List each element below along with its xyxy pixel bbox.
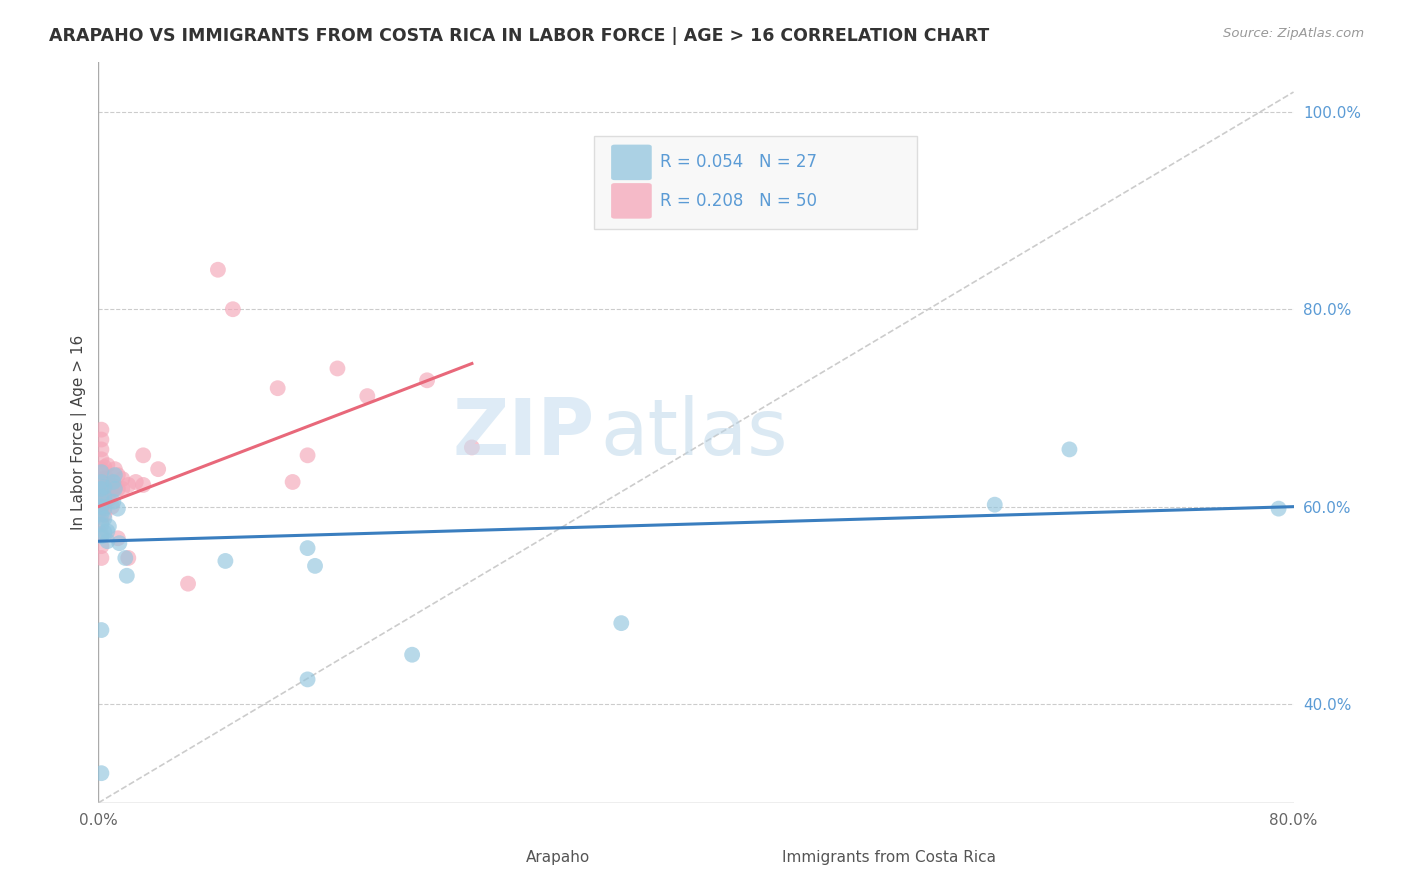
Point <box>111 482 134 496</box>
Y-axis label: In Labor Force | Age > 16: In Labor Force | Age > 16 <box>72 335 87 530</box>
Point <box>90 551 112 566</box>
Point <box>93 490 115 504</box>
Text: Source: ZipAtlas.com: Source: ZipAtlas.com <box>1223 27 1364 40</box>
Point <box>90 452 112 467</box>
Point <box>1059 442 1081 457</box>
Point <box>90 442 112 457</box>
Point <box>214 554 236 568</box>
Point <box>117 478 139 492</box>
Point <box>90 766 112 780</box>
Point <box>148 462 170 476</box>
Point <box>93 501 115 516</box>
Text: R = 0.208   N = 50: R = 0.208 N = 50 <box>661 192 817 210</box>
Point <box>90 500 112 514</box>
Point <box>90 539 112 553</box>
Point <box>108 536 131 550</box>
FancyBboxPatch shape <box>595 136 917 229</box>
Point <box>90 491 112 506</box>
Point <box>114 551 136 566</box>
Point <box>97 519 120 533</box>
Text: Arapaho: Arapaho <box>526 850 591 865</box>
Point <box>90 501 112 516</box>
Point <box>90 433 112 447</box>
Point <box>107 501 129 516</box>
Point <box>104 482 127 496</box>
Point <box>984 498 1007 512</box>
Point <box>90 423 112 437</box>
Point <box>90 472 112 486</box>
Text: atlas: atlas <box>600 394 787 471</box>
Point <box>461 441 484 455</box>
Point <box>96 524 118 539</box>
Point <box>132 478 155 492</box>
Point <box>90 517 112 532</box>
Point <box>304 558 326 573</box>
FancyBboxPatch shape <box>612 145 652 180</box>
Point <box>93 472 115 486</box>
Point <box>90 529 112 543</box>
Point <box>90 462 112 476</box>
Point <box>107 468 129 483</box>
Point <box>297 448 319 462</box>
Point <box>115 568 138 582</box>
Point <box>177 576 200 591</box>
Point <box>97 491 120 506</box>
FancyBboxPatch shape <box>612 183 652 219</box>
Text: Immigrants from Costa Rica: Immigrants from Costa Rica <box>782 850 995 865</box>
Point <box>104 468 127 483</box>
Point <box>93 482 115 496</box>
Point <box>90 490 112 504</box>
Point <box>222 302 245 317</box>
Point <box>90 527 112 541</box>
Point <box>90 482 112 496</box>
Point <box>297 673 319 687</box>
Text: ARAPAHO VS IMMIGRANTS FROM COSTA RICA IN LABOR FORCE | AGE > 16 CORRELATION CHAR: ARAPAHO VS IMMIGRANTS FROM COSTA RICA IN… <box>49 27 990 45</box>
Point <box>267 381 290 395</box>
Point <box>93 511 115 525</box>
Point <box>96 490 118 504</box>
Point <box>93 525 115 540</box>
Point <box>104 462 127 476</box>
Point <box>401 648 423 662</box>
Point <box>132 448 155 462</box>
Point <box>96 534 118 549</box>
Point <box>125 475 148 489</box>
Point <box>610 616 633 631</box>
Point <box>104 480 127 494</box>
Point <box>90 515 112 529</box>
Point <box>207 262 229 277</box>
Point <box>107 531 129 545</box>
FancyBboxPatch shape <box>484 844 517 871</box>
Point <box>93 508 115 522</box>
Point <box>96 458 118 473</box>
Text: R = 0.054   N = 27: R = 0.054 N = 27 <box>661 153 817 171</box>
FancyBboxPatch shape <box>738 844 772 871</box>
Point <box>90 623 112 637</box>
Point <box>1267 501 1289 516</box>
Text: ZIP: ZIP <box>453 394 595 471</box>
Point <box>103 475 125 489</box>
Point <box>297 541 319 555</box>
Point <box>93 494 115 508</box>
Point <box>90 508 112 522</box>
Point <box>107 482 129 496</box>
Point <box>101 484 124 499</box>
Point <box>281 475 304 489</box>
Point <box>97 478 120 492</box>
Point <box>111 472 134 486</box>
Point <box>101 500 124 514</box>
Point <box>93 480 115 494</box>
Point <box>103 494 125 508</box>
Point <box>90 465 112 479</box>
Point <box>117 551 139 566</box>
Point <box>356 389 378 403</box>
Point <box>326 361 349 376</box>
Point <box>90 475 112 489</box>
Point <box>416 373 439 387</box>
Point <box>93 460 115 475</box>
Point <box>90 482 112 496</box>
Point <box>96 472 118 486</box>
